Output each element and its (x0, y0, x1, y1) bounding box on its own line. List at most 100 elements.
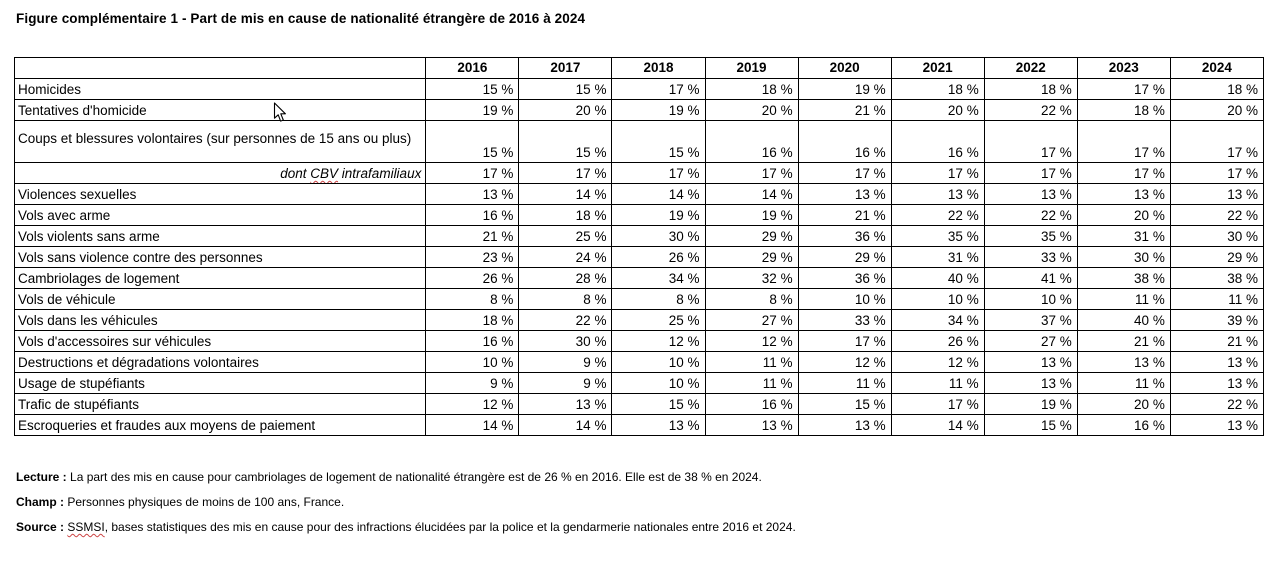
value-cell: 24 % (518, 246, 613, 268)
value-cell: 9 % (518, 372, 613, 394)
value-cell: 35 % (983, 225, 1078, 247)
row-label: dont CBV intrafamiliaux (13, 162, 427, 184)
value-cell: 41 % (983, 267, 1078, 289)
value-cell: 20 % (518, 99, 613, 121)
value-cell: 11 % (704, 372, 799, 394)
value-cell: 15 % (518, 120, 613, 163)
value-cell: 16 % (425, 204, 520, 226)
year-header-2017: 2017 (518, 57, 613, 79)
value-cell: 15 % (611, 393, 706, 415)
value-cell: 17 % (797, 330, 892, 352)
table-row: Coups et blessures volontaires (sur pers… (13, 120, 1265, 163)
value-cell: 13 % (611, 414, 706, 436)
value-cell: 14 % (890, 414, 985, 436)
value-cell: 35 % (890, 225, 985, 247)
row-label: Vols d'accessoires sur véhicules (13, 330, 427, 352)
table-row: Escroqueries et fraudes aux moyens de pa… (13, 414, 1265, 436)
row-label: Vols sans violence contre des personnes (13, 246, 427, 268)
value-cell: 8 % (425, 288, 520, 310)
value-cell: 17 % (1076, 120, 1171, 163)
value-cell: 34 % (890, 309, 985, 331)
row-label: Destructions et dégradations volontaires (13, 351, 427, 373)
year-header-2024: 2024 (1169, 57, 1265, 79)
value-cell: 20 % (1076, 204, 1171, 226)
value-cell: 28 % (518, 267, 613, 289)
value-cell: 14 % (611, 183, 706, 205)
value-cell: 13 % (797, 414, 892, 436)
note-champ: Champ : Personnes physiques de moins de … (16, 496, 796, 509)
value-cell: 12 % (611, 330, 706, 352)
value-cell: 17 % (983, 162, 1078, 184)
value-cell: 33 % (797, 309, 892, 331)
table-row: Vols de véhicule 8 % 8 % 8 % 8 % 10 % 10 % 10 %… (13, 288, 1265, 310)
value-cell: 26 % (425, 267, 520, 289)
year-header-2020: 2020 (797, 57, 892, 79)
value-cell: 27 % (704, 309, 799, 331)
year-header-2023: 2023 (1076, 57, 1171, 79)
value-cell: 17 % (797, 162, 892, 184)
value-cell: 23 % (425, 246, 520, 268)
footnotes: Lecture : La part des mis en cause pour … (16, 471, 796, 546)
value-cell: 13 % (1169, 414, 1265, 436)
value-cell: 25 % (611, 309, 706, 331)
value-cell: 14 % (518, 414, 613, 436)
value-cell: 15 % (425, 120, 520, 163)
table-row: Vols violents sans arme 21 % 25 % 30 % 29 % 3… (13, 225, 1265, 247)
row-label: Coups et blessures volontaires (sur pers… (13, 120, 427, 163)
value-cell: 32 % (704, 267, 799, 289)
table-row: Tentatives d'homicide 19 % 20 % 19 % 20 % 21 … (13, 99, 1265, 121)
note-lecture: Lecture : La part des mis en cause pour … (16, 471, 796, 484)
value-cell: 26 % (611, 246, 706, 268)
value-cell: 16 % (797, 120, 892, 163)
value-cell: 37 % (983, 309, 1078, 331)
value-cell: 29 % (704, 246, 799, 268)
value-cell: 15 % (611, 120, 706, 163)
value-cell: 29 % (704, 225, 799, 247)
value-cell: 26 % (890, 330, 985, 352)
value-cell: 11 % (704, 351, 799, 373)
value-cell: 15 % (797, 393, 892, 415)
value-cell: 21 % (1169, 330, 1265, 352)
value-cell: 17 % (704, 162, 799, 184)
table-row: Destructions et dégradations volontaires… (13, 351, 1265, 373)
value-cell: 17 % (890, 162, 985, 184)
table-header: 2016 2017 2018 2019 2020 2021 2022 2023 2024 (13, 57, 1265, 79)
value-cell: 9 % (425, 372, 520, 394)
value-cell: 29 % (1169, 246, 1265, 268)
value-cell: 17 % (1169, 162, 1265, 184)
table-body: Homicides 15 % 15 % 17 % 18 % 19 % 18 % 18 % 17 … (13, 78, 1265, 436)
table-row: Homicides 15 % 15 % 17 % 18 % 19 % 18 % 18 % 17 … (13, 78, 1265, 100)
value-cell: 8 % (611, 288, 706, 310)
value-cell: 22 % (983, 204, 1078, 226)
value-cell: 30 % (518, 330, 613, 352)
value-cell: 16 % (425, 330, 520, 352)
table-row: Vols sans violence contre des personnes 2… (13, 246, 1265, 268)
row-label: Vols avec arme (13, 204, 427, 226)
text-run: Personnes physiques de moins de 100 ans,… (64, 495, 345, 509)
value-cell: 13 % (890, 183, 985, 205)
value-cell: 10 % (983, 288, 1078, 310)
row-label: Tentatives d'homicide (13, 99, 427, 121)
value-cell: 14 % (704, 183, 799, 205)
value-cell: 10 % (611, 351, 706, 373)
value-cell: 18 % (704, 78, 799, 100)
value-cell: 15 % (425, 78, 520, 100)
table-row: Vols avec arme 16 % 18 % 19 % 19 % 21 % 22 % 22… (13, 204, 1265, 226)
value-cell: 13 % (518, 393, 613, 415)
value-cell: 21 % (1076, 330, 1171, 352)
row-label: Vols violents sans arme (13, 225, 427, 247)
value-cell: 16 % (704, 120, 799, 163)
value-cell: 27 % (983, 330, 1078, 352)
value-cell: 36 % (797, 267, 892, 289)
value-cell: 17 % (425, 162, 520, 184)
note-prefix: Champ : (16, 495, 64, 509)
value-cell: 10 % (425, 351, 520, 373)
value-cell: 39 % (1169, 309, 1265, 331)
table-row: Vols d'accessoires sur véhicules 16 % 30 %… (13, 330, 1265, 352)
value-cell: 13 % (983, 183, 1078, 205)
row-label: Vols de véhicule (13, 288, 427, 310)
value-cell: 19 % (611, 204, 706, 226)
value-cell: 16 % (1076, 414, 1171, 436)
value-cell: 10 % (890, 288, 985, 310)
value-cell: 13 % (704, 414, 799, 436)
